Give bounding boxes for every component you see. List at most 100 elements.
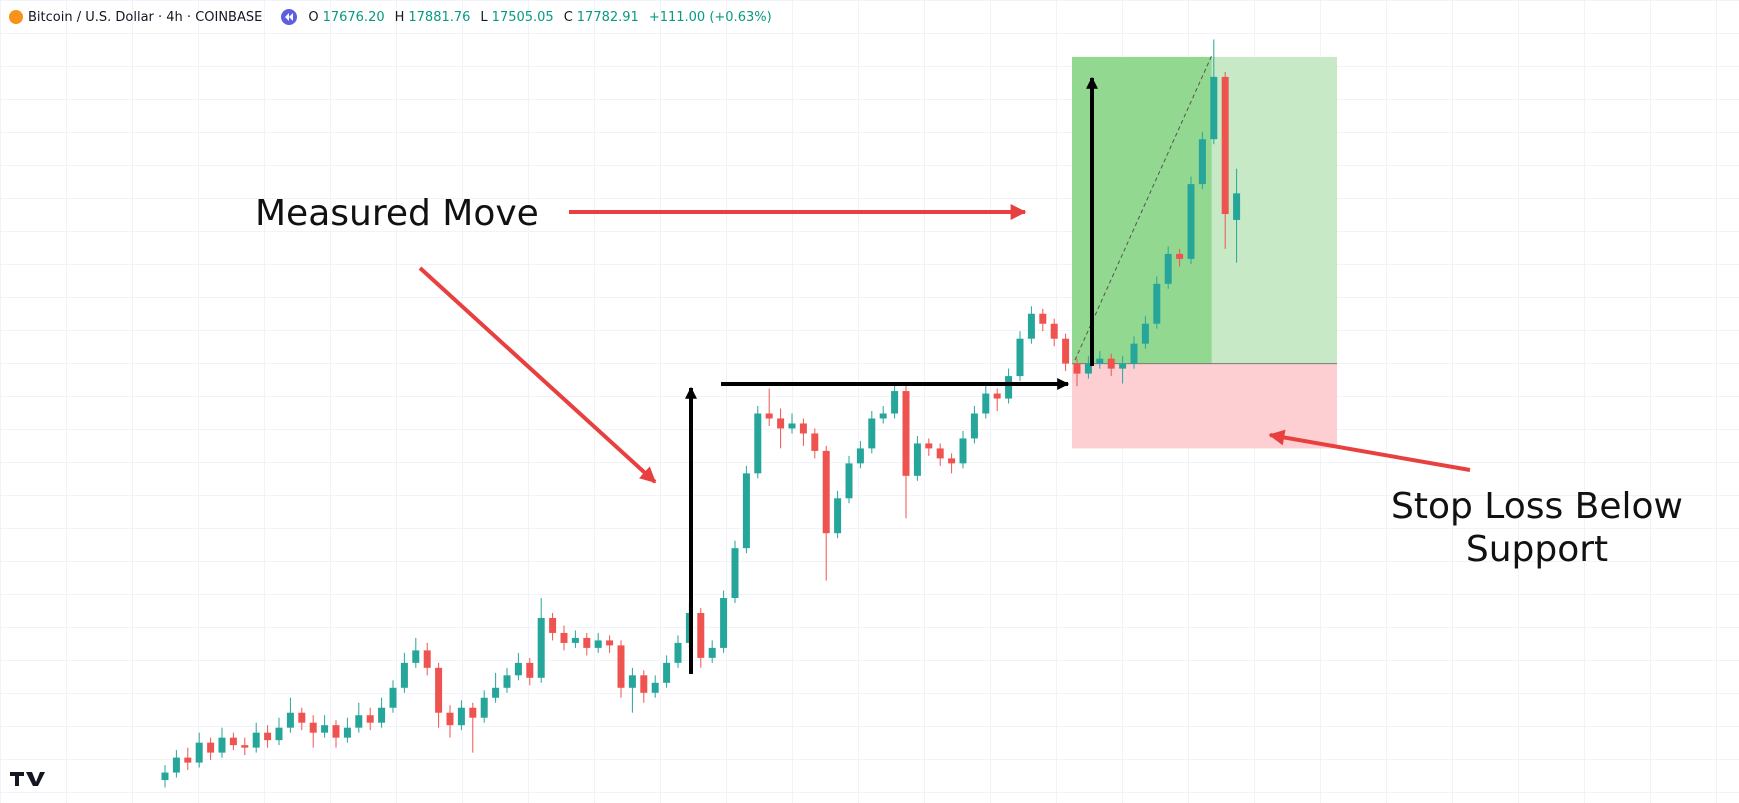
candle-body — [355, 715, 363, 728]
candle-body — [161, 772, 169, 781]
candle-body — [822, 450, 830, 534]
candle-body — [264, 732, 272, 741]
candle-body — [959, 438, 967, 464]
annotation: Support — [1466, 529, 1608, 570]
candles — [161, 39, 1241, 788]
candle-body — [982, 393, 990, 414]
candle-body — [1096, 358, 1104, 364]
candle-body — [742, 473, 750, 549]
candle-body — [1107, 358, 1115, 369]
candle-body — [617, 645, 625, 688]
candle-body — [514, 662, 522, 676]
pointer-arrow — [418, 266, 657, 484]
candle-body — [1016, 338, 1024, 377]
candle-body — [332, 725, 340, 738]
candle-body — [1130, 343, 1138, 364]
candle-body — [925, 443, 933, 449]
candle-body — [868, 418, 876, 449]
candle-body — [731, 548, 739, 599]
candle-body — [560, 632, 568, 643]
candle-body — [811, 433, 819, 451]
annotations: Measured Move Stop Loss Below Support — [10, 54, 1683, 786]
tradingview-logo — [10, 772, 45, 786]
candle-body — [891, 391, 899, 414]
candle-body — [777, 418, 785, 429]
candle-body — [469, 707, 477, 718]
candle-body — [503, 675, 511, 688]
candle-body — [1062, 338, 1070, 364]
candle-body — [286, 712, 294, 728]
loss-zone — [1072, 363, 1337, 449]
high-value: 17881.76 — [408, 9, 471, 25]
symbol: Bitcoin / U.S. Dollar · 4h · COINBASE — [28, 9, 263, 25]
candle-body — [651, 682, 659, 693]
annotation: Stop Loss Below — [1391, 486, 1683, 527]
candle-body — [1141, 323, 1149, 344]
candle-body — [184, 757, 192, 763]
candle-body — [1153, 283, 1161, 324]
candle-body — [1164, 253, 1172, 284]
candle-body — [1210, 76, 1218, 140]
position-tool — [1072, 56, 1337, 449]
candle-body — [663, 662, 671, 683]
candle-body — [1027, 313, 1035, 339]
candle-body — [754, 413, 762, 474]
replay-button[interactable] — [280, 8, 298, 26]
candle-body — [241, 745, 249, 748]
candle-body — [252, 732, 260, 748]
candle-body — [275, 727, 283, 741]
candle-body — [1039, 313, 1047, 324]
candle-body — [218, 737, 226, 753]
candle-body — [583, 637, 591, 648]
candle-body — [708, 647, 716, 658]
candle-body — [993, 393, 1001, 399]
candle-body — [457, 707, 465, 726]
candle-body — [948, 458, 956, 464]
change-value: +111.00 (+0.63%) — [648, 9, 772, 25]
candle-body — [446, 712, 454, 726]
candle-body — [594, 640, 602, 648]
candle-body — [423, 650, 431, 668]
candle-body — [913, 443, 921, 476]
symbol-header: Bitcoin / U.S. Dollar · 4h · COINBASE O 1… — [8, 8, 772, 26]
close-value: 17782.91 — [576, 9, 639, 25]
open-label: O — [308, 9, 319, 25]
candle-body — [195, 742, 203, 763]
candle-body — [970, 413, 978, 439]
candle-body — [412, 650, 420, 663]
candle-body — [389, 687, 397, 708]
low-value: 17505.05 — [491, 9, 554, 25]
candle-body — [1187, 184, 1195, 259]
high-label: H — [394, 9, 405, 25]
candle-body — [435, 667, 443, 713]
candle-body — [549, 617, 557, 633]
candle-body — [207, 742, 215, 753]
candle-body — [640, 675, 648, 693]
candle-body — [1050, 323, 1058, 339]
candle-body — [788, 423, 796, 429]
candle-body — [1073, 363, 1081, 374]
candle-body — [480, 697, 488, 718]
candle-body — [765, 413, 773, 419]
candle-body — [1084, 363, 1092, 374]
annotation: Measured Move — [255, 193, 539, 234]
candle-body — [537, 617, 545, 678]
candle-body — [1005, 376, 1013, 399]
candle-body — [697, 612, 705, 658]
candle-body — [1221, 76, 1229, 215]
candle-body — [571, 637, 579, 643]
candle-body — [1233, 193, 1241, 220]
candle-body — [879, 413, 887, 419]
candle-body — [1176, 253, 1184, 259]
coin-icon — [9, 10, 23, 24]
candle-body — [172, 757, 180, 773]
candle-body — [343, 727, 351, 738]
candle-body — [845, 463, 853, 499]
close-label: C — [563, 9, 573, 25]
candle-body — [229, 737, 237, 746]
candle-body — [321, 725, 329, 733]
candle-body — [492, 687, 500, 698]
candle-body — [856, 448, 864, 464]
